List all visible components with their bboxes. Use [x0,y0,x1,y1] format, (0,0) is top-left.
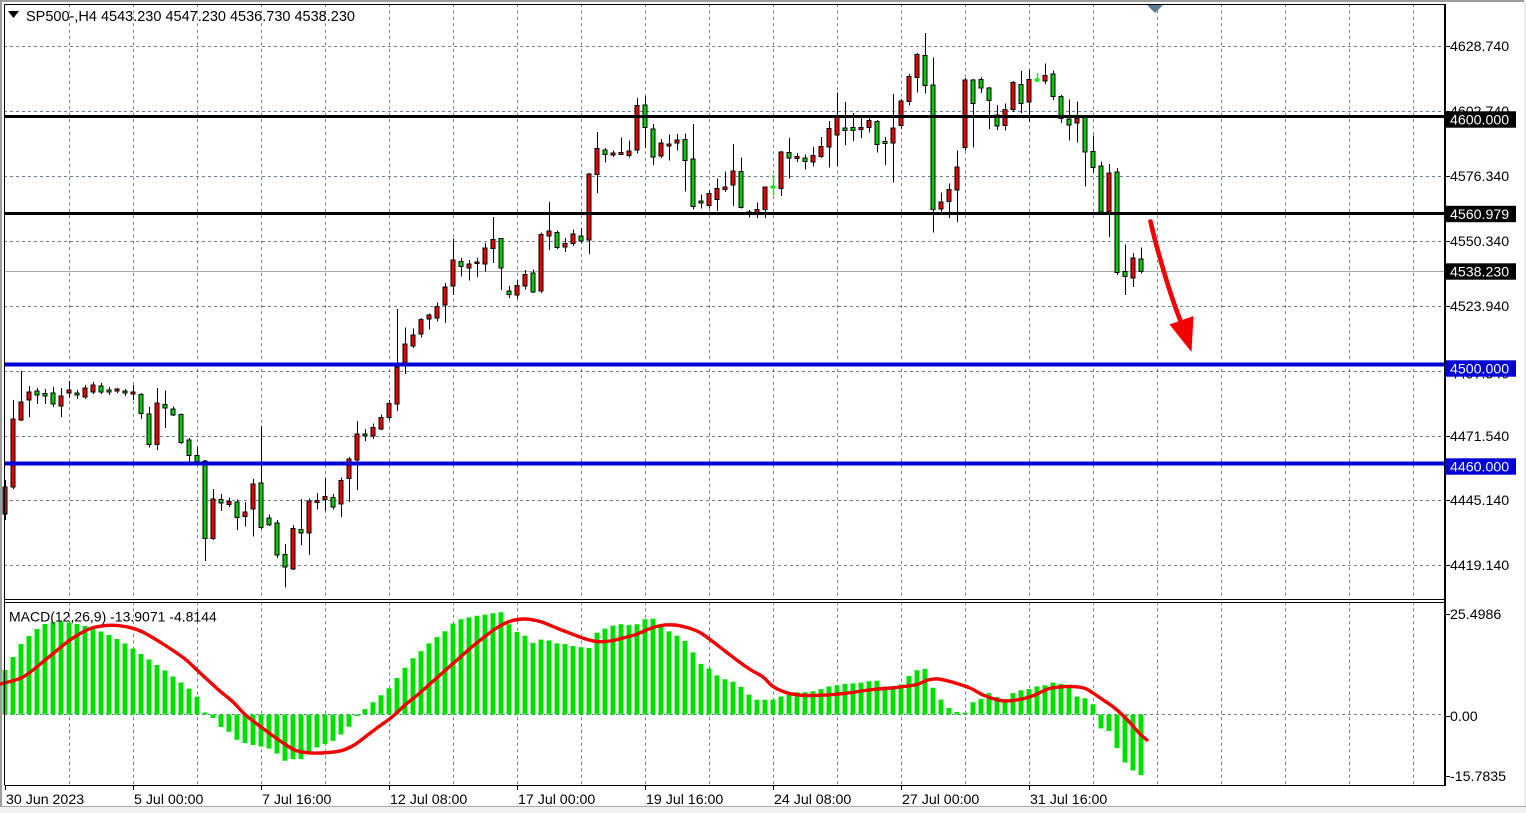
svg-text:4600.000: 4600.000 [1450,113,1509,129]
svg-text:4550.340: 4550.340 [1450,234,1509,250]
svg-text:25.4986: 25.4986 [1450,607,1501,623]
svg-text:24 Jul 08:00: 24 Jul 08:00 [774,792,851,808]
svg-text:17 Jul 00:00: 17 Jul 00:00 [518,792,595,808]
svg-text:4560.979: 4560.979 [1450,207,1509,223]
svg-text:SP500-,H4 4543.230 4547.230 4: SP500-,H4 4543.230 4547.230 4536.730 453… [26,9,355,25]
svg-text:MACD(12,26,9) -13.9071 -4.8144: MACD(12,26,9) -13.9071 -4.8144 [9,609,217,625]
svg-text:27 Jul 00:00: 27 Jul 00:00 [902,792,979,808]
svg-text:7 Jul 16:00: 7 Jul 16:00 [262,792,332,808]
svg-text:31 Jul 16:00: 31 Jul 16:00 [1030,792,1107,808]
svg-text:4419.140: 4419.140 [1450,558,1509,574]
svg-text:4576.340: 4576.340 [1450,169,1509,185]
svg-text:0.00: 0.00 [1450,709,1478,725]
svg-text:-15.7835: -15.7835 [1450,769,1506,785]
svg-text:4471.540: 4471.540 [1450,429,1509,445]
svg-text:4460.000: 4460.000 [1450,460,1509,476]
svg-text:30 Jun 2023: 30 Jun 2023 [6,792,84,808]
svg-text:4628.740: 4628.740 [1450,39,1509,55]
svg-text:4523.940: 4523.940 [1450,299,1509,315]
svg-text:5 Jul 00:00: 5 Jul 00:00 [134,792,204,808]
svg-text:4445.140: 4445.140 [1450,493,1509,509]
svg-text:12 Jul 08:00: 12 Jul 08:00 [390,792,467,808]
svg-text:4538.230: 4538.230 [1450,265,1509,281]
svg-text:4500.000: 4500.000 [1450,362,1509,378]
svg-text:19 Jul 16:00: 19 Jul 16:00 [646,792,723,808]
